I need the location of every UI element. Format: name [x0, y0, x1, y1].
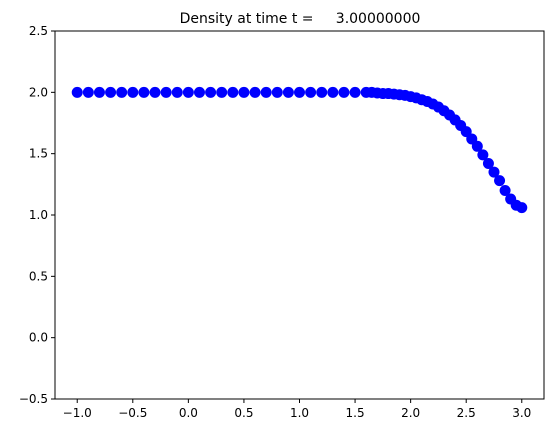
data-point [138, 86, 150, 98]
data-point [477, 149, 489, 161]
y-axis: −0.5 0.0 0.5 1.0 1.5 2.0 2.5 [19, 24, 55, 406]
x-tick-label: 0.5 [234, 406, 253, 420]
data-point [82, 86, 94, 98]
y-tick-label: 0.5 [29, 269, 48, 283]
data-point [171, 86, 183, 98]
data-point [116, 86, 128, 98]
x-axis: −1.0 −0.5 0.0 0.5 1.0 1.5 2.0 2.5 3.0 [63, 399, 531, 420]
data-point [71, 86, 83, 98]
data-point [271, 86, 283, 98]
data-point [216, 86, 228, 98]
chart-title: Density at time t = 3.00000000 [180, 11, 421, 27]
data-point [294, 86, 305, 98]
data-point [249, 86, 261, 98]
data-point [305, 86, 317, 98]
data-point [182, 86, 194, 98]
y-tick-label: 2.5 [29, 24, 48, 38]
data-point [127, 86, 139, 98]
x-tick-label: 0.0 [179, 406, 198, 420]
y-tick-label: 2.0 [29, 85, 48, 99]
y-tick-label: 1.5 [29, 147, 48, 161]
data-point [149, 86, 161, 98]
data-point [282, 86, 294, 98]
data-point [193, 86, 205, 98]
y-tick-label: −0.5 [19, 392, 48, 406]
data-point [338, 86, 350, 98]
x-tick-label: −1.0 [63, 406, 92, 420]
x-tick-label: 1.5 [346, 406, 365, 420]
data-point [494, 175, 506, 187]
data-point [349, 86, 361, 98]
data-point [105, 86, 117, 98]
data-point [238, 86, 250, 98]
data-point [499, 184, 511, 196]
data-markers [71, 86, 528, 214]
data-point [93, 86, 105, 98]
x-tick-label: 3.0 [512, 406, 531, 420]
data-point [205, 86, 217, 98]
x-tick-label: 2.0 [401, 406, 420, 420]
y-tick-label: 1.0 [29, 208, 48, 222]
data-point [471, 140, 483, 152]
data-point [488, 166, 500, 178]
y-tick-label: 0.0 [29, 331, 48, 345]
data-point [260, 86, 272, 98]
data-point [160, 86, 172, 98]
x-tick-label: 1.0 [290, 406, 309, 420]
data-point [316, 86, 328, 98]
data-point [482, 157, 494, 169]
data-point [327, 86, 339, 98]
data-point [516, 202, 528, 214]
x-tick-label: 2.5 [457, 406, 476, 420]
x-tick-label: −0.5 [118, 406, 147, 420]
data-point [227, 86, 239, 98]
